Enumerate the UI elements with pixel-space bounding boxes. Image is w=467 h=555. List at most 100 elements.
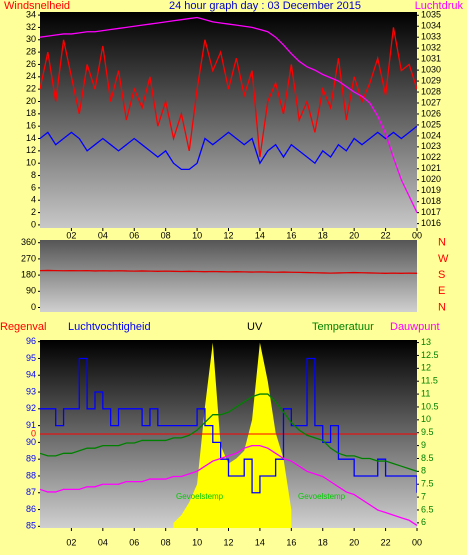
x-tick-label: 08 <box>161 537 171 547</box>
line <box>40 27 417 158</box>
legend-label: Regenval <box>0 321 46 333</box>
series-group <box>40 342 417 528</box>
y2-tick-label: 1021 <box>421 163 441 173</box>
legend-label: Dauwpunt <box>390 321 440 333</box>
x-tick-label: 04 <box>98 230 108 240</box>
y-tick-label: 14 <box>26 133 36 143</box>
x-tick-label: 16 <box>286 537 296 547</box>
plot-area <box>40 240 417 312</box>
y-tick-label: 6 <box>31 182 36 192</box>
y2-tick-label: 1023 <box>421 141 441 151</box>
y2-tick-label: 1020 <box>421 174 441 184</box>
x-tick-label: 02 <box>66 230 76 240</box>
y2-tick-label: 1031 <box>421 54 441 64</box>
x-tick-label: 20 <box>349 537 359 547</box>
line <box>40 269 417 274</box>
y-tick-label: 32 <box>26 22 36 32</box>
y2-tick-label: 1035 <box>421 10 441 20</box>
x-tick-label: 00 <box>412 230 422 240</box>
y-tick-label: 94 <box>26 370 36 380</box>
legend-label: Temperatuur <box>312 321 374 333</box>
line <box>40 444 417 526</box>
y-tick-label: 24 <box>26 71 36 81</box>
y-tick-label: 28 <box>26 46 36 56</box>
y2-tick-label: 1024 <box>421 130 441 140</box>
y2-tick-label: 8.5 <box>421 453 434 463</box>
y-tick-label: 90 <box>26 286 36 296</box>
chart-title: 24 hour graph day : 03 December 2015 <box>169 0 361 12</box>
y-tick-label: 0 <box>31 302 36 312</box>
y2-tick-label: 1019 <box>421 185 441 195</box>
y2-tick-label: 10 <box>421 414 431 424</box>
y2-tick-label: W <box>438 253 449 265</box>
x-tick-label: 22 <box>381 230 391 240</box>
x-tick-label: 08 <box>161 230 171 240</box>
y2-tick-label: 1025 <box>421 119 441 129</box>
y2-tick-label: 12 <box>421 363 431 373</box>
legend-label: Luchtvochtigheid <box>68 321 151 333</box>
y2-tick-label: 1029 <box>421 75 441 85</box>
y2-tick-label: 6 <box>421 517 426 527</box>
plot-area <box>40 12 417 228</box>
y-tick-label: 95 <box>26 353 36 363</box>
y-tick-label: 96 <box>26 336 36 346</box>
y2-tick-label: E <box>438 285 445 297</box>
y-tick-label: 88 <box>26 470 36 480</box>
x-tick-label: 04 <box>98 537 108 547</box>
line <box>40 393 417 472</box>
y2-tick-label: 1018 <box>421 196 441 206</box>
x-tick-label: 14 <box>255 537 265 547</box>
y2-tick-label: 1033 <box>421 32 441 42</box>
y-tick-label: 87 <box>26 487 36 497</box>
x-tick-label: 14 <box>255 230 265 240</box>
x-tick-label: 02 <box>66 537 76 547</box>
y2-tick-label: N <box>438 301 446 313</box>
y-tick-label: 90 <box>26 437 36 447</box>
x-tick-label: 20 <box>349 230 359 240</box>
annotation: Gevoelstemp <box>298 492 346 501</box>
y2-tick-label: 1027 <box>421 97 441 107</box>
area <box>173 342 292 528</box>
x-tick-label: 16 <box>286 230 296 240</box>
y-tick-label: 93 <box>26 386 36 396</box>
y2-tick-label: 9.5 <box>421 427 434 437</box>
y2-tick-label: 11.5 <box>421 376 438 386</box>
y-tick-label: 18 <box>26 108 36 118</box>
y-tick-label: 85 <box>26 521 36 531</box>
y2-tick-label: N <box>438 237 446 249</box>
x-tick-label: 00 <box>412 537 422 547</box>
y-tick-label: 360 <box>21 237 36 247</box>
y2-tick-label: 1030 <box>421 64 441 74</box>
y2-tick-label: S <box>438 269 445 281</box>
x-tick-label: 12 <box>223 230 233 240</box>
y2-tick-label: 1016 <box>421 218 441 228</box>
x-tick-label: 06 <box>129 230 139 240</box>
y2-tick-label: 9 <box>421 440 426 450</box>
y2-tick-label: 1017 <box>421 207 441 217</box>
y-tick-label: 2 <box>31 207 36 217</box>
line <box>40 16 417 213</box>
y-tick-label: 89 <box>26 454 36 464</box>
y-tick-label: 26 <box>26 59 36 69</box>
x-tick-label: 12 <box>223 537 233 547</box>
y-tick-label: 12 <box>26 145 36 155</box>
y-tick-label: 30 <box>26 34 36 44</box>
legend-label: UV <box>247 321 263 333</box>
y2-tick-label: 1028 <box>421 86 441 96</box>
x-tick-label: 18 <box>318 537 328 547</box>
y-tick-label: 86 <box>26 504 36 514</box>
y-tick-label: 10 <box>26 158 36 168</box>
y2-tick-label: 13 <box>421 337 431 347</box>
y2-tick-label: 6.5 <box>421 504 434 514</box>
y-tick-label: 22 <box>26 84 36 94</box>
y-tick-label: 0 <box>31 219 36 229</box>
series-group <box>40 16 417 213</box>
x-tick-label: 10 <box>192 537 202 547</box>
y-tick-label: 20 <box>26 96 36 106</box>
y-tick-label: 4 <box>31 195 36 205</box>
x-tick-label: 22 <box>381 537 391 547</box>
annotation: Gevoelstemp <box>176 492 224 501</box>
y-tick-label: 91 <box>26 420 36 430</box>
